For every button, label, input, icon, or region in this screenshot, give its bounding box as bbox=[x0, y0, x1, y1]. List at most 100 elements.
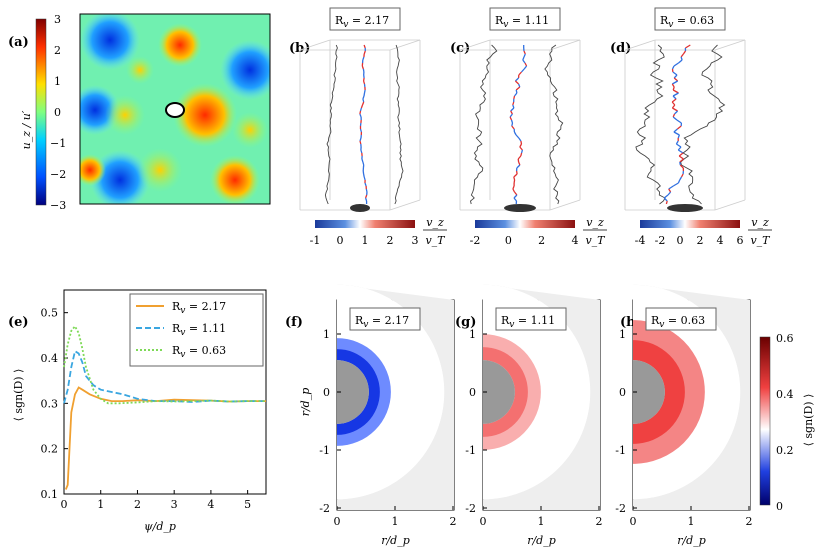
panel-label-e: (e) bbox=[8, 315, 29, 330]
trajectory-segment bbox=[364, 197, 368, 202]
fgh-xlabel: r/d_p bbox=[677, 534, 706, 547]
trajectory-segment bbox=[522, 56, 525, 61]
e-x-tick: 1 bbox=[97, 498, 104, 511]
trajectory-segment bbox=[678, 59, 683, 64]
trajectory-segment bbox=[672, 95, 677, 100]
radial-panel-title: Rv = 2.17 bbox=[355, 314, 409, 330]
trajectory-segment bbox=[671, 65, 675, 70]
trajectory-segment bbox=[672, 92, 679, 97]
trajectory-segment bbox=[520, 149, 524, 154]
trajectory-segment bbox=[509, 113, 513, 118]
trajectory-segment bbox=[511, 122, 514, 127]
cbar-a-tick: 0 bbox=[54, 106, 61, 119]
trajectory-segment bbox=[685, 44, 691, 49]
trajectory-segment bbox=[518, 137, 522, 142]
trajectory-segment bbox=[362, 161, 365, 166]
trajectory-segment bbox=[520, 140, 523, 145]
trajectory-segment bbox=[671, 80, 679, 85]
radial-panel-2: Rv = 0.63 1 0 -1 -2 0 1 2 r/d_p bbox=[615, 284, 753, 547]
radial-panel-0: Rv = 2.17 1 0 -1 -2 0 1 2 r/d_p r/d_p bbox=[299, 284, 457, 547]
panel-label-f: (f) bbox=[285, 315, 303, 330]
cbar-num: v_z bbox=[426, 216, 444, 229]
panel-title-box bbox=[654, 7, 726, 31]
cbar-a-tick: −2 bbox=[50, 168, 66, 181]
cbar-den: v_T bbox=[425, 234, 446, 247]
panel-title-box bbox=[489, 7, 561, 31]
trajectory-cbar-tick: 2 bbox=[387, 234, 394, 247]
trajectory-segment bbox=[511, 125, 515, 130]
trajectory-segment bbox=[672, 71, 678, 76]
fgh-xlabel: r/d_p bbox=[527, 534, 556, 547]
fgh-y-tick: -2 bbox=[615, 502, 626, 515]
cbar-a-tick: −3 bbox=[50, 199, 66, 212]
trajectory-segment bbox=[675, 140, 679, 145]
trajectory-colorbar bbox=[475, 220, 575, 228]
trajectory-segment bbox=[513, 179, 516, 184]
trajectory-segment bbox=[677, 134, 681, 139]
fgh-y-tick: 0 bbox=[619, 386, 626, 399]
trajectory-segment bbox=[362, 95, 365, 100]
trajectory-segment bbox=[515, 86, 521, 91]
trajectory-segment bbox=[663, 194, 669, 199]
trajectory-segment bbox=[359, 140, 362, 145]
trajectory-segment bbox=[679, 161, 681, 166]
panel-a-ylabel: u_z / u′ bbox=[20, 110, 33, 149]
trajectory-segment bbox=[365, 188, 368, 193]
panels-bcd: (b) (c) (d) Rv = 2.17-1 0 1 2 3v_zv_TRv = 1.… bbox=[289, 7, 772, 247]
trajectory-cbar-tick: 6 bbox=[737, 234, 744, 247]
e-series-line-0 bbox=[64, 386, 266, 490]
panel-label-c: (c) bbox=[450, 41, 470, 56]
e-x-tick: 2 bbox=[134, 498, 141, 511]
fgh-y-tick: -1 bbox=[615, 444, 626, 457]
fgh-x-tick: 1 bbox=[392, 515, 399, 528]
panel-title: Rv = 2.17 bbox=[335, 14, 389, 30]
trajectory-line bbox=[680, 44, 726, 205]
fgh-y-tick: 1 bbox=[323, 328, 330, 341]
trajectory-segment bbox=[520, 152, 523, 157]
trajectory-segment bbox=[510, 107, 515, 112]
trajectory-segment bbox=[363, 92, 366, 97]
trajectory-segment bbox=[668, 188, 672, 193]
trajectory-segment bbox=[522, 59, 526, 64]
trajectory-cbar-tick: 1 bbox=[362, 234, 369, 247]
trajectory-segment bbox=[678, 152, 684, 157]
fgh-y-tick: -1 bbox=[465, 444, 476, 457]
trajectory-segment bbox=[363, 176, 366, 181]
cbar-fgh-tick: 0.4 bbox=[776, 388, 794, 401]
trajectory-segment bbox=[359, 110, 362, 115]
panel-trajectory-2: Rv = 0.63 -4 -2 0 2 4 6 v_z v_T bbox=[624, 7, 772, 247]
fgh-x-tick: 2 bbox=[746, 515, 753, 528]
e-x-tick: 4 bbox=[207, 498, 214, 511]
trajectory-segment bbox=[672, 113, 676, 118]
cbar-fgh-tick: 0.6 bbox=[776, 332, 794, 345]
trajectory-cbar-tick: 0 bbox=[677, 234, 684, 247]
panel-title: Rv = 0.63 bbox=[660, 14, 714, 30]
trajectory-segment bbox=[510, 110, 513, 115]
fgh-y-tick: 1 bbox=[469, 328, 476, 341]
panel-trajectory-0: Rv = 2.17 -1 0 1 2 3 v_z v_T bbox=[299, 7, 447, 247]
panel-title: Rv = 1.11 bbox=[495, 14, 549, 30]
trajectory-colorbar bbox=[315, 220, 415, 228]
trajectory-segment bbox=[668, 185, 674, 190]
trajectory-cbar-tick: 4 bbox=[572, 234, 579, 247]
cbar-fgh-tick: 0.2 bbox=[776, 444, 794, 457]
e-x-tick: 5 bbox=[244, 498, 251, 511]
panel-label-d: (d) bbox=[610, 41, 631, 56]
fgh-x-tick: 0 bbox=[630, 515, 637, 528]
trajectory-cbar-tick: -4 bbox=[635, 234, 646, 247]
trajectory-segment bbox=[677, 146, 682, 151]
radial-panel-title: Rv = 0.63 bbox=[651, 314, 705, 330]
trajectory-segment bbox=[523, 50, 526, 55]
trajectory-segment bbox=[523, 53, 526, 58]
trajectory-segment bbox=[362, 77, 365, 82]
trajectory-segment bbox=[364, 182, 367, 187]
panel-fgh-colorbar: 0.6 0.4 0.2 0 ⟨ sgn(D) ⟩ bbox=[759, 332, 815, 513]
fgh-x-tick: 2 bbox=[450, 515, 457, 528]
trajectory-segment bbox=[517, 83, 521, 88]
trajectory-cbar-tick: 2 bbox=[538, 234, 545, 247]
fgh-x-tick: 0 bbox=[480, 515, 487, 528]
particle bbox=[165, 102, 185, 118]
trajectory-segment bbox=[663, 197, 668, 202]
trajectory-shadow bbox=[504, 204, 536, 212]
cbar-a-tick: 1 bbox=[54, 75, 61, 88]
